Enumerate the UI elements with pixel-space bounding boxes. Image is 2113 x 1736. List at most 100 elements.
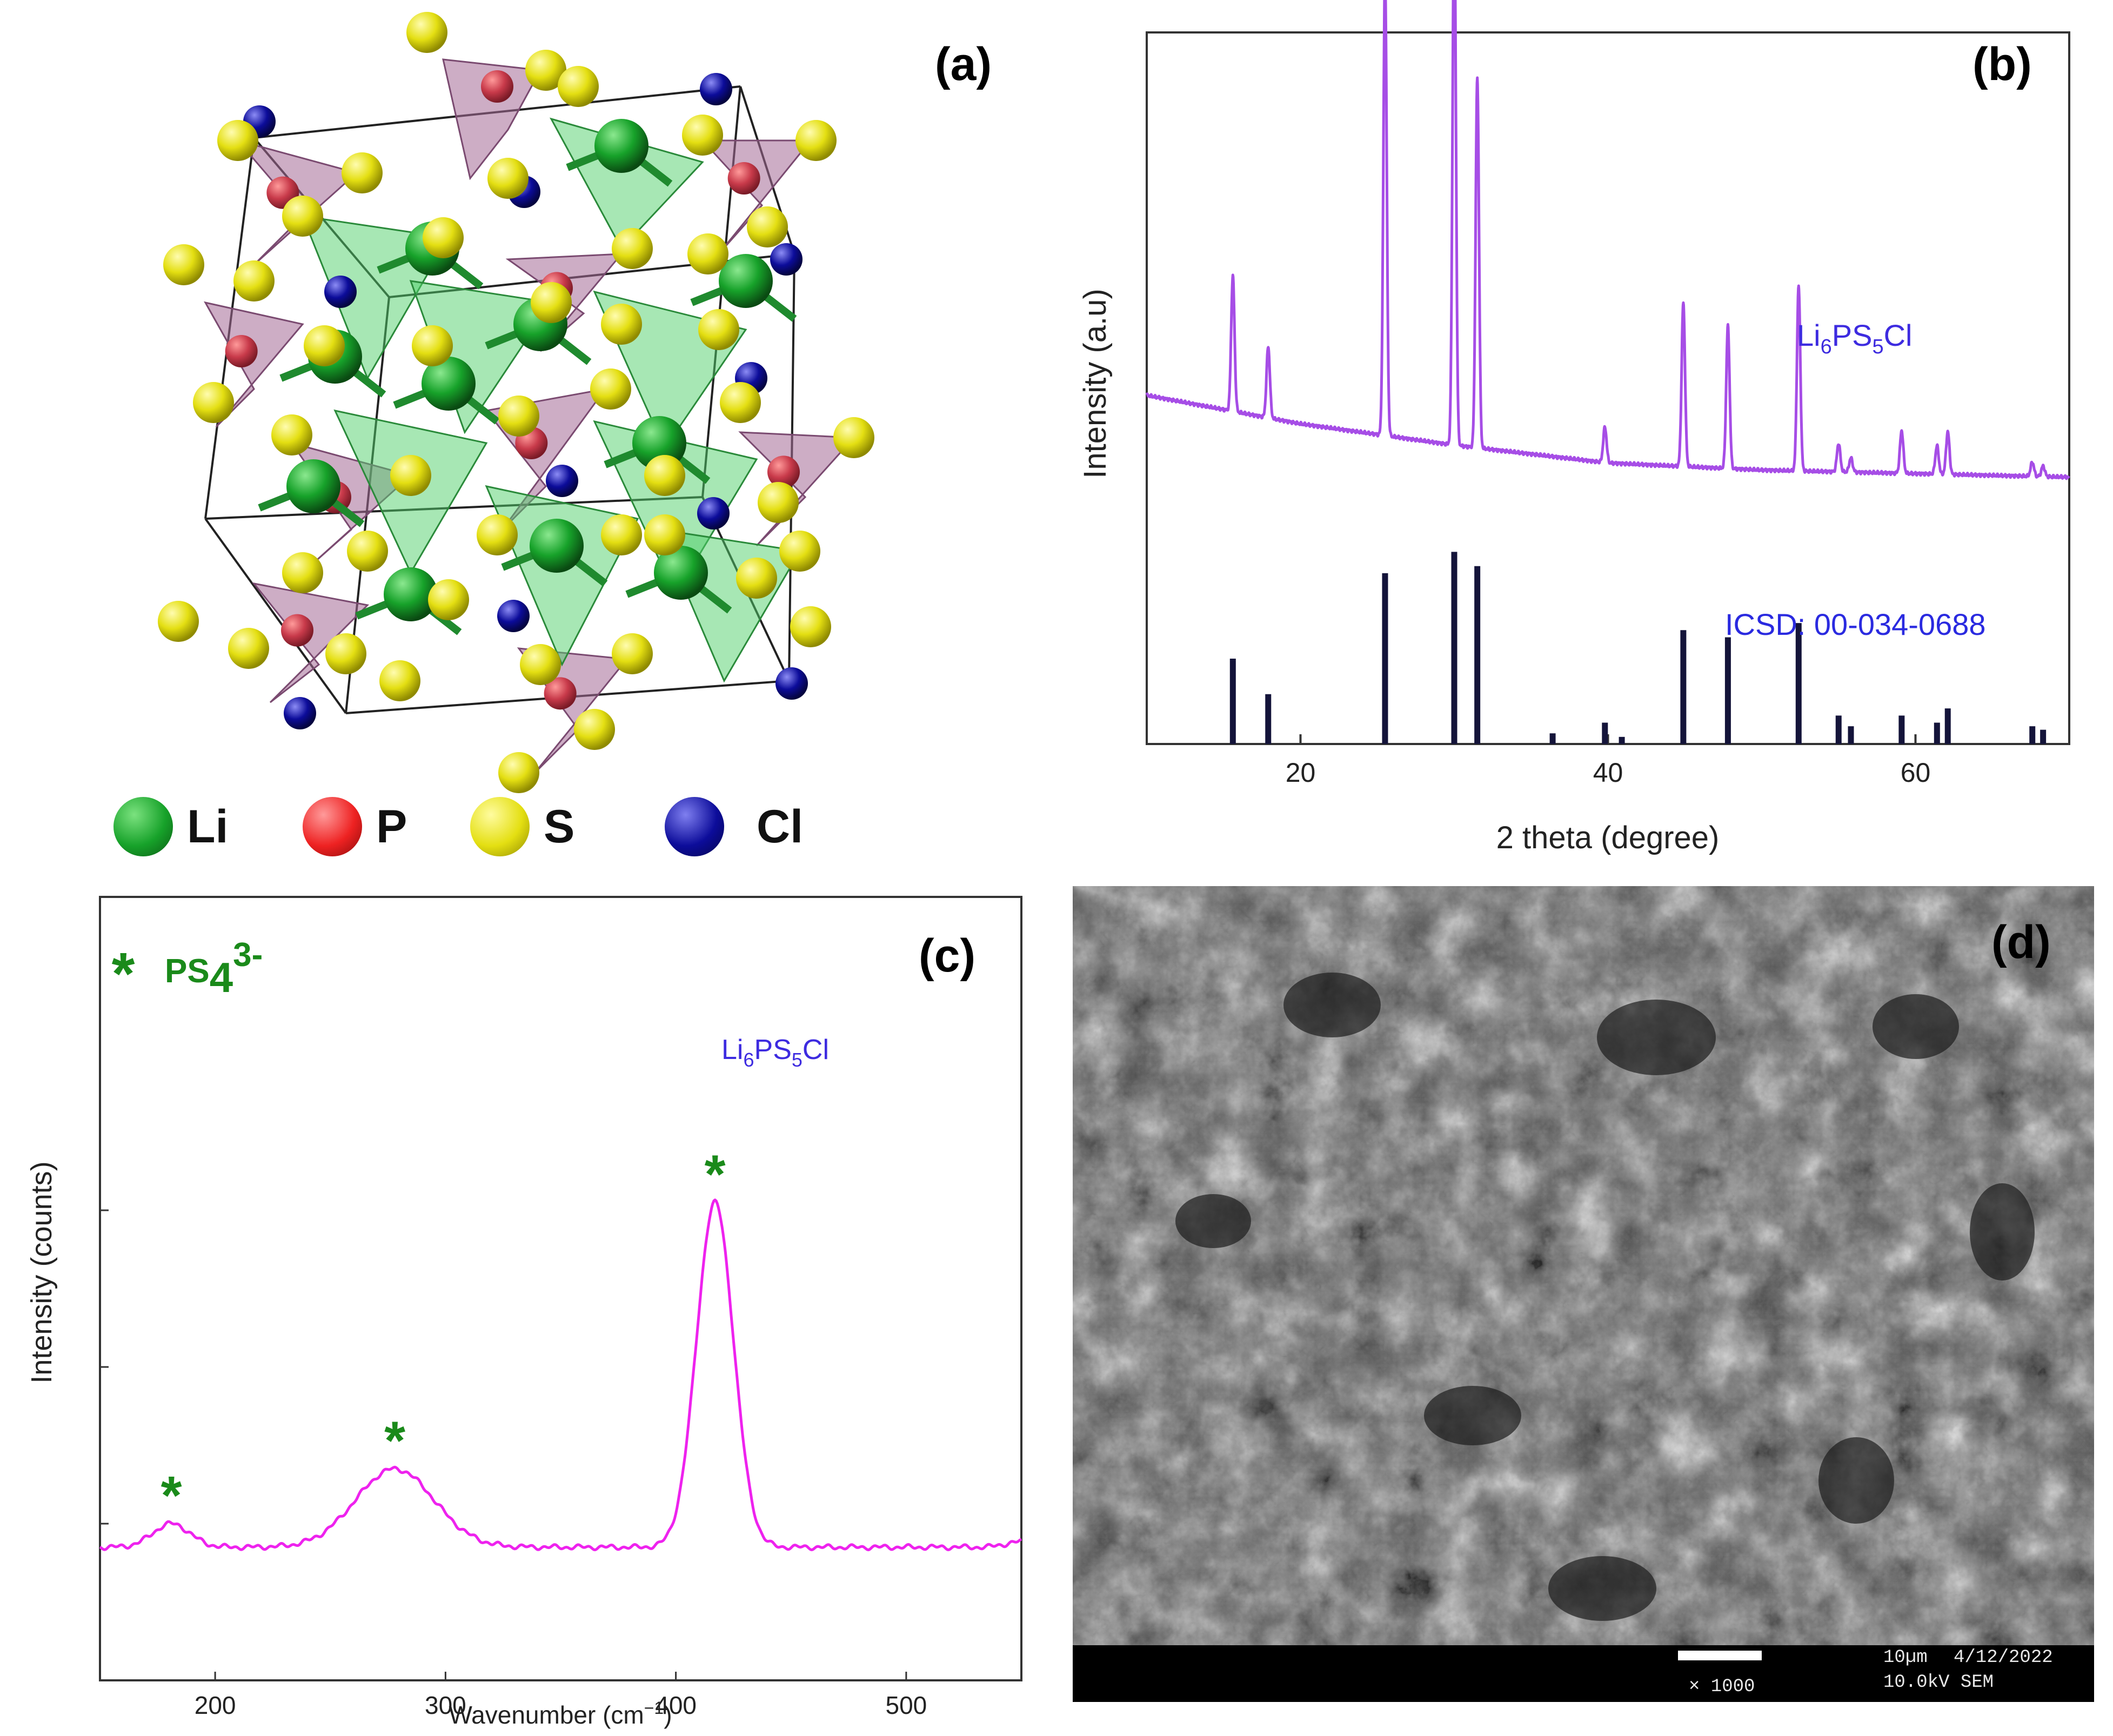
xrd-chart: 20 40 60 2 theta (degree) Intensity (a.u) … — [1078, 0, 2070, 855]
p-atom — [481, 70, 513, 103]
legend-item-s: S — [470, 789, 574, 864]
legend-symbol-cl: Cl — [757, 800, 803, 853]
s-atom — [347, 531, 388, 572]
crystal-structure-image — [158, 12, 874, 793]
sem-info-bar: 10µm 4/12/2022 × 1000 10.0kV SEM — [1073, 1645, 2094, 1702]
sem-scale-bar — [1678, 1651, 1762, 1660]
cl-atom — [770, 243, 803, 276]
p-atom — [727, 162, 760, 195]
sem-pore — [1970, 1183, 2035, 1281]
li-atom — [384, 567, 438, 621]
raman-peak-star: * — [161, 1465, 182, 1526]
unit-cell-edge — [205, 496, 703, 520]
xrd-label-li: Li — [1797, 318, 1821, 352]
element-legend: Li P S Cl — [113, 789, 881, 864]
s-atom — [574, 709, 615, 750]
s-atom — [158, 601, 199, 642]
li-atom — [422, 357, 476, 411]
s-atom — [612, 228, 653, 269]
raman-xtick-label: 200 — [195, 1691, 236, 1719]
li-atom — [632, 416, 686, 470]
panel-d: (d) 10µm 4/12/2022 × 1000 10.0kV SEM — [1073, 886, 2094, 1702]
s-atom — [233, 260, 275, 301]
p-ball-icon — [303, 797, 362, 856]
s-atom — [720, 382, 761, 423]
sem-pore — [1873, 994, 1959, 1059]
s-atom — [601, 514, 642, 555]
s-atom — [498, 396, 539, 437]
s-atom — [644, 514, 685, 555]
sem-pore — [1548, 1556, 1656, 1621]
s-atom — [163, 244, 204, 285]
raman-legend-sup: 3- — [233, 936, 263, 974]
raman-label-sub6: 6 — [743, 1049, 754, 1071]
raman-peak-star: * — [705, 1144, 726, 1205]
s-atom — [612, 633, 653, 674]
s-atom — [687, 233, 728, 274]
s-atom — [379, 660, 420, 701]
raman-xtick-label: 300 — [425, 1691, 466, 1719]
panel-b-label: (b) — [1972, 38, 2032, 90]
s-atom — [520, 644, 561, 685]
s-atom — [406, 12, 447, 53]
raman-legend-sub: 4 — [210, 954, 233, 1001]
legend-item-li: Li — [113, 789, 228, 864]
s-atom — [342, 152, 383, 193]
xrd-reference-label: ICSD: 00-034-0688 — [1725, 607, 1986, 641]
raman-legend-star: * — [112, 941, 135, 1007]
s-atom — [412, 325, 453, 366]
s-atom — [779, 531, 820, 572]
cl-atom — [284, 697, 316, 729]
s-atom — [217, 120, 258, 161]
s-atom — [531, 282, 572, 323]
li-atom — [594, 119, 648, 173]
xrd-pattern-line — [1145, 0, 2070, 480]
raman-sample-label: Li6PS5Cl — [721, 1034, 829, 1071]
sem-pore — [1283, 973, 1381, 1037]
legend-item-cl: Cl — [665, 789, 803, 864]
s-atom — [795, 120, 837, 161]
s-atom — [282, 552, 323, 593]
ps4-tetrahedron — [442, 58, 542, 180]
panel-a-label: (a) — [935, 38, 992, 90]
raman-legend: * PS43- — [112, 936, 263, 1007]
raman-xlabel: Wavenumber (cm−1) — [449, 1698, 672, 1729]
p-atom — [767, 455, 800, 488]
legend-symbol-li: Li — [187, 800, 229, 853]
sem-pore — [1175, 1194, 1251, 1248]
p-atom — [281, 614, 313, 647]
raman-peak-star: * — [384, 1411, 405, 1471]
li-atom — [719, 254, 773, 308]
s-atom — [390, 455, 431, 496]
cl-atom — [697, 497, 730, 529]
xrd-label-ps: PS — [1832, 318, 1873, 352]
cl-atom — [546, 465, 578, 497]
li-atom — [654, 546, 708, 600]
cl-atom — [775, 667, 808, 700]
raman-legend-ps: PS — [165, 953, 210, 990]
s-atom — [682, 115, 723, 156]
legend-item-p: P — [303, 789, 407, 864]
s-atom — [304, 325, 345, 366]
s-atom — [487, 158, 529, 199]
sem-pore — [1424, 1386, 1521, 1445]
raman-xtick-label: 500 — [886, 1691, 927, 1719]
raman-label-cl: Cl — [803, 1034, 829, 1065]
raman-legend-label: PS43- — [165, 936, 263, 1001]
panel-b: 20 40 60 2 theta (degree) Intensity (a.u) … — [1059, 0, 2113, 875]
raman-label-ps: PS — [754, 1034, 792, 1065]
xrd-label-cl: Cl — [1884, 318, 1913, 352]
s-atom — [325, 633, 366, 674]
panel-a: (a) Li P S Cl — [0, 0, 1059, 875]
s-atom — [525, 50, 566, 91]
raman-plot-frame — [99, 896, 1022, 1681]
raman-label-li: Li — [721, 1034, 743, 1065]
sem-scale-text: 10µm — [1883, 1647, 1928, 1668]
xrd-xlabel: 2 theta (degree) — [1496, 820, 1720, 855]
sem-beam: 10.0kV SEM — [1883, 1672, 1994, 1693]
sem-pore — [1818, 1437, 1894, 1524]
s-atom — [282, 196, 323, 237]
s-atom — [698, 309, 739, 350]
s-atom — [736, 558, 777, 599]
s-atom — [428, 579, 469, 620]
